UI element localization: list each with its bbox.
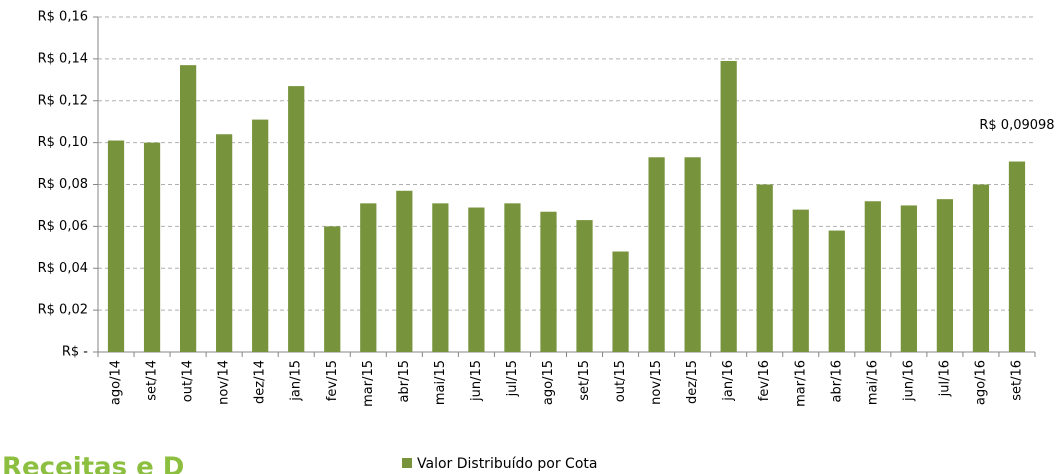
x-tick-label: jun/15 <box>469 360 484 402</box>
bar <box>972 184 990 352</box>
y-tick-label: R$ 0,14 <box>38 51 88 66</box>
bar <box>1008 161 1026 352</box>
x-tick-label: mai/16 <box>865 360 880 405</box>
x-tick-label: jul/15 <box>505 360 520 397</box>
bar <box>900 205 917 352</box>
x-tick-label: fev/15 <box>325 360 340 401</box>
y-tick-label: R$ 0,08 <box>38 177 88 192</box>
bar <box>504 203 521 352</box>
x-tick-label: ago/16 <box>973 360 988 405</box>
x-tick-label: out/15 <box>613 360 628 402</box>
x-tick-label: nov/14 <box>217 360 232 405</box>
bar <box>864 201 881 352</box>
bar <box>792 209 809 352</box>
y-tick-label: R$ 0,16 <box>38 10 88 25</box>
bar <box>936 199 954 352</box>
x-tick-label: dez/14 <box>253 360 268 404</box>
bar <box>179 65 197 352</box>
x-tick-label: abr/16 <box>829 360 844 403</box>
bar <box>612 251 629 352</box>
bar <box>540 211 557 352</box>
x-tick-label: mar/15 <box>361 360 376 407</box>
y-tick-label: R$ 0,10 <box>38 135 88 150</box>
bar <box>396 190 413 352</box>
bar <box>720 60 737 352</box>
x-tick-label: nov/15 <box>649 360 664 405</box>
bar <box>143 142 161 352</box>
x-tick-label: set/16 <box>1009 360 1024 401</box>
y-tick-label: R$ 0,06 <box>38 219 88 234</box>
x-tick-label: mai/15 <box>433 360 448 405</box>
x-tick-label: jun/16 <box>901 360 916 402</box>
bar <box>432 203 449 352</box>
x-tick-label: fev/16 <box>757 360 772 401</box>
y-tick-label: R$ 0,02 <box>38 303 88 318</box>
legend-label: Valor Distribuído por Cota <box>417 456 597 472</box>
bar <box>648 157 665 352</box>
bar <box>107 140 125 352</box>
bar <box>252 119 269 352</box>
x-tick-label: mar/16 <box>793 360 808 407</box>
x-tick-label: jul/16 <box>937 360 952 397</box>
bar <box>288 86 305 352</box>
bar <box>828 230 845 352</box>
x-tick-label: out/14 <box>181 360 196 402</box>
bar <box>684 157 701 352</box>
x-tick-label: ago/15 <box>541 360 556 405</box>
section-heading: Receitas e D <box>2 453 184 474</box>
x-tick-label: abr/15 <box>397 360 412 403</box>
bar <box>360 203 377 352</box>
x-tick-label: jan/15 <box>289 360 304 402</box>
bar <box>756 184 773 352</box>
x-tick-label: ago/14 <box>109 360 124 405</box>
y-tick-label: R$ 0,12 <box>38 93 88 108</box>
x-tick-label: set/15 <box>577 360 592 401</box>
x-tick-label: set/14 <box>145 360 160 401</box>
bar <box>468 207 485 352</box>
data-label: R$ 0,09098 <box>979 118 1054 133</box>
legend-swatch <box>402 458 412 468</box>
x-tick-label: jan/16 <box>721 360 736 402</box>
x-tick-label: dez/15 <box>685 360 700 404</box>
y-tick-label: R$ 0,04 <box>38 261 88 276</box>
bar <box>324 226 341 352</box>
y-tick-label: R$ - <box>62 345 88 360</box>
bar <box>576 220 593 352</box>
bar <box>216 134 233 352</box>
